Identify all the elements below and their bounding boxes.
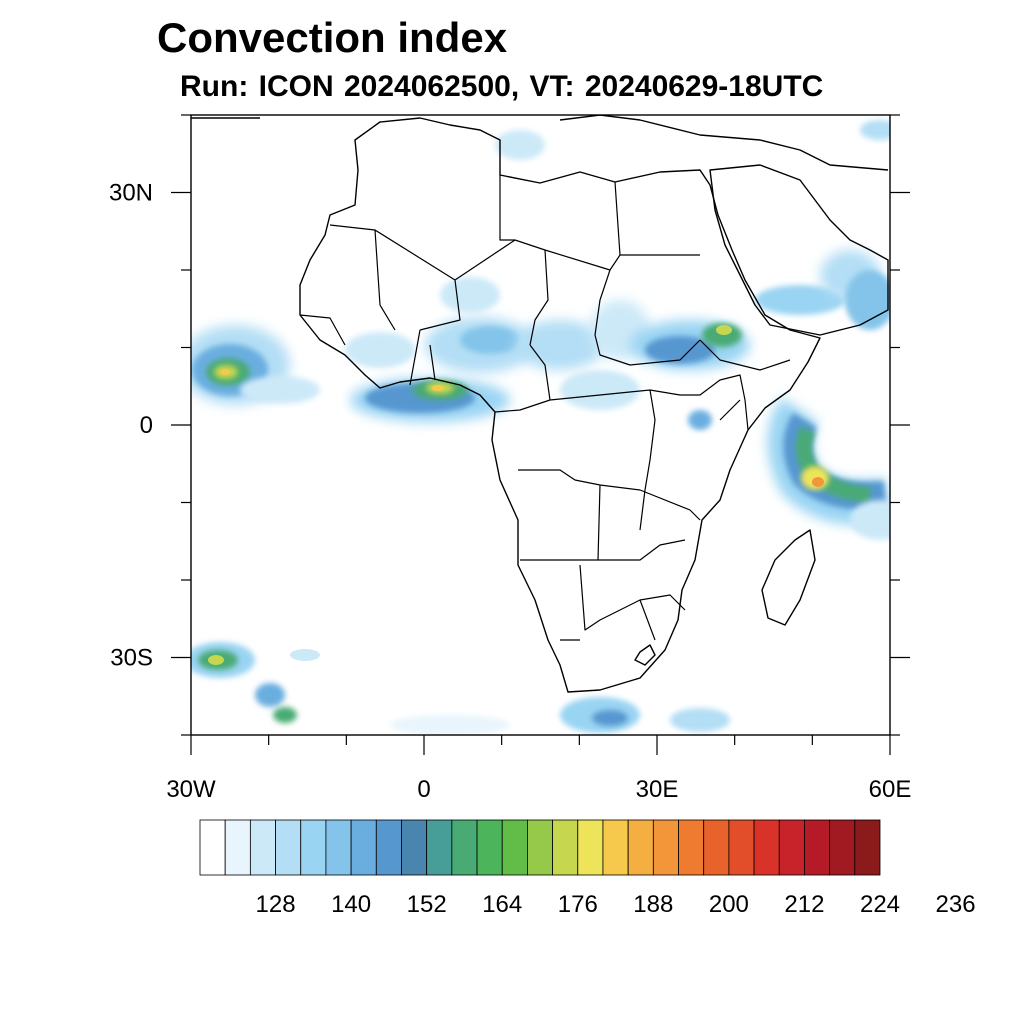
colorbar-swatch: [249, 819, 276, 876]
gulf-of-guinea-convection: [345, 277, 650, 422]
colorbar-label: 200: [709, 891, 749, 918]
axis-tick-labels: 30N 0 30S 30W 0 30E 60E: [109, 180, 911, 804]
colorbar-label: 188: [633, 891, 673, 918]
lat-tick-label: 30N: [109, 180, 153, 207]
lon-tick-label: 30W: [166, 776, 216, 803]
colorbar-swatch: [476, 819, 503, 876]
colorbar-swatch: [275, 819, 302, 876]
borders: [299, 175, 791, 641]
colorbar-swatch: [527, 819, 553, 876]
mediterranean-north: [191, 115, 889, 171]
atlantic-north-convection: [191, 325, 320, 405]
colorbar-labels: 128 140 152 164 176 188 200 212 224 236: [256, 891, 976, 918]
colorbar-swatch: [778, 819, 805, 876]
lon-tick-label: 0: [417, 776, 430, 803]
colorbar-label: 164: [482, 891, 522, 918]
lon-tick-label: 30E: [636, 776, 679, 803]
madagascar: [761, 529, 816, 626]
south-atlantic-convection: [191, 120, 890, 735]
colorbar-label: 224: [860, 891, 900, 918]
lat-tick-label: 0: [140, 412, 153, 439]
colorbar-swatch: [501, 819, 528, 876]
ethiopia-convection: [630, 250, 890, 430]
chart-subtitle: Run: ICON 2024062500, VT: 20240629-18UTC: [180, 70, 824, 103]
colorbar-swatch: [627, 819, 654, 876]
colorbar-swatch: [451, 819, 478, 876]
lon-tick-label: 60E: [869, 776, 912, 803]
colorbar-label: 236: [936, 891, 976, 918]
colorbar-swatch: [728, 819, 755, 876]
colorbar: [199, 819, 881, 876]
colorbar-label: 212: [784, 891, 824, 918]
convection-field: [191, 115, 890, 735]
colorbar-swatch: [224, 819, 251, 876]
colorbar-label: 128: [256, 891, 296, 918]
colorbar-swatch: [350, 819, 377, 876]
colorbar-swatch: [401, 819, 428, 876]
colorbar-swatch: [829, 819, 856, 876]
colorbar-swatch: [426, 819, 453, 876]
colorbar-swatch: [300, 819, 327, 876]
arabian-peninsula: [709, 164, 889, 336]
indian-ocean-convection: [767, 397, 890, 540]
colorbar-swatch: [375, 819, 402, 876]
coastlines: [191, 115, 889, 693]
chart-title: Convection index: [157, 14, 508, 61]
colorbar-label: 176: [558, 891, 598, 918]
colorbar-swatch: [652, 819, 679, 876]
africa-coastline: [299, 117, 821, 693]
colorbar-swatch: [678, 819, 705, 876]
colorbar-swatch: [199, 819, 226, 876]
colorbar-swatch: [703, 819, 730, 876]
lesotho: [634, 644, 656, 666]
colorbar-swatch: [602, 819, 629, 876]
colorbar-swatch: [804, 819, 831, 876]
colorbar-swatch: [854, 819, 881, 876]
colorbar-swatch: [753, 819, 780, 876]
lat-tick-label: 30S: [110, 645, 153, 672]
colorbar-swatch: [552, 819, 579, 876]
axis-ticks: [171, 114, 910, 755]
colorbar-label: 152: [407, 891, 447, 918]
colorbar-swatch: [577, 819, 604, 876]
colorbar-label: 140: [331, 891, 371, 918]
colorbar-swatch: [325, 819, 352, 876]
